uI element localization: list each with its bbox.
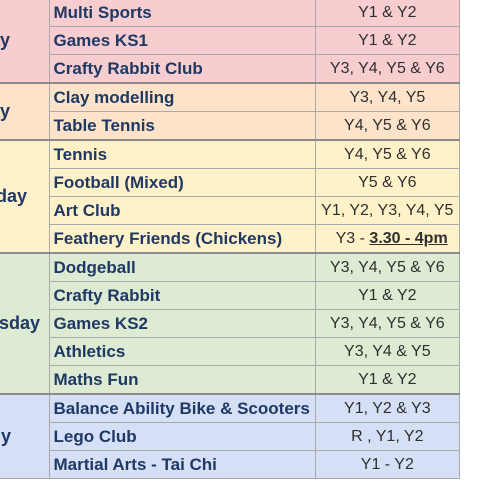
table-row: Lego Club R , Y1, Y2 bbox=[0, 422, 461, 451]
years-cell: Y1 & Y2 bbox=[314, 0, 461, 27]
years-cell: Y3 - 3.30 - 4pm bbox=[314, 224, 461, 254]
activity-cell: Games KS2 bbox=[48, 309, 316, 338]
years-cell: Y3, Y4, Y5 bbox=[314, 82, 461, 112]
years-cell: Y1, Y2, Y3, Y4, Y5 bbox=[314, 196, 461, 225]
activity-cell: Table Tennis bbox=[48, 111, 316, 141]
table-row: Art Club Y1, Y2, Y3, Y4, Y5 bbox=[0, 196, 461, 225]
years-cell: Y1 & Y2 bbox=[314, 26, 461, 55]
activity-cell: Games KS1 bbox=[48, 26, 316, 55]
years-cell: Y1, Y2 & Y3 bbox=[314, 393, 461, 423]
activity-cell: Football (Mixed) bbox=[48, 168, 316, 197]
years-cell: R , Y1, Y2 bbox=[314, 422, 461, 451]
activity-cell: Clay modelling bbox=[48, 82, 316, 112]
table-row: Crafty Rabbit Y1 & Y2 bbox=[0, 281, 461, 310]
table-row: Athletics Y3, Y4 & Y5 bbox=[0, 337, 461, 366]
activity-cell: Maths Fun bbox=[48, 365, 316, 395]
years-cell: Y1 & Y2 bbox=[314, 281, 461, 310]
day-cell-tuesday: day bbox=[0, 82, 50, 141]
activity-cell: Art Club bbox=[48, 196, 316, 225]
table-row: day Clay modelling Y3, Y4, Y5 bbox=[0, 82, 461, 141]
activity-cell: Athletics bbox=[48, 337, 316, 366]
table-row: y Balance Ability Bike & Scooters Y1, Y2… bbox=[0, 393, 461, 479]
table-row: day Multi Sports Y1 & Y2 bbox=[0, 0, 461, 84]
years-cell: Y4, Y5 & Y6 bbox=[314, 139, 461, 169]
activity-cell: Crafty Rabbit Club bbox=[48, 54, 316, 84]
session-time: 3.30 - 4pm bbox=[369, 229, 448, 247]
table-row: Martial Arts - Tai Chi Y1 - Y2 bbox=[0, 450, 461, 479]
activity-cell: Tennis bbox=[48, 139, 316, 169]
years-cell: Y3, Y4, Y5 & Y6 bbox=[314, 54, 461, 84]
activity-cell: Martial Arts - Tai Chi bbox=[48, 450, 316, 479]
years-cell: Y3, Y4, Y5 & Y6 bbox=[314, 309, 461, 338]
activity-cell: Crafty Rabbit bbox=[48, 281, 316, 310]
table-row: Maths Fun Y1 & Y2 bbox=[0, 365, 461, 395]
after-school-clubs-table: day Multi Sports Y1 & Y2 Games KS1 Y1 & … bbox=[0, 0, 461, 479]
activity-cell: Lego Club bbox=[48, 422, 316, 451]
years-cell: Y1 - Y2 bbox=[314, 450, 461, 479]
table-row: Games KS2 Y3, Y4, Y5 & Y6 bbox=[0, 309, 461, 338]
table-row: Table Tennis Y4, Y5 & Y6 bbox=[0, 111, 461, 141]
table-row: Football (Mixed) Y5 & Y6 bbox=[0, 168, 461, 197]
years-cell: Y5 & Y6 bbox=[314, 168, 461, 197]
activity-cell: Multi Sports bbox=[48, 0, 316, 27]
activity-cell: Dodgeball bbox=[48, 252, 316, 282]
table-row: Crafty Rabbit Club Y3, Y4, Y5 & Y6 bbox=[0, 54, 461, 84]
day-cell-thursday: sday bbox=[0, 252, 50, 395]
years-cell: Y3, Y4 & Y5 bbox=[314, 337, 461, 366]
activity-cell: Balance Ability Bike & Scooters bbox=[48, 393, 316, 423]
table-row: Games KS1 Y1 & Y2 bbox=[0, 26, 461, 55]
table-row: nesday Tennis Y4, Y5 & Y6 bbox=[0, 139, 461, 254]
years-cell: Y3, Y4, Y5 & Y6 bbox=[314, 252, 461, 282]
day-cell-monday: day bbox=[0, 0, 50, 84]
day-cell-friday: y bbox=[0, 393, 50, 479]
table-row: sday Dodgeball Y3, Y4, Y5 & Y6 bbox=[0, 252, 461, 395]
day-cell-wednesday: nesday bbox=[0, 139, 50, 254]
activity-cell: Feathery Friends (Chickens) bbox=[48, 224, 316, 254]
years-prefix: Y3 - bbox=[335, 229, 370, 247]
table-row: Feathery Friends (Chickens) Y3 - 3.30 - … bbox=[0, 224, 461, 254]
years-cell: Y1 & Y2 bbox=[314, 365, 461, 395]
years-cell: Y4, Y5 & Y6 bbox=[314, 111, 461, 141]
